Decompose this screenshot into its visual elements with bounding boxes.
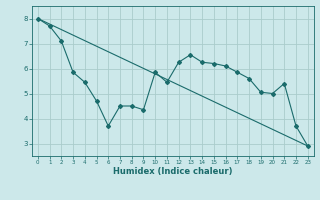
X-axis label: Humidex (Indice chaleur): Humidex (Indice chaleur) (113, 167, 233, 176)
